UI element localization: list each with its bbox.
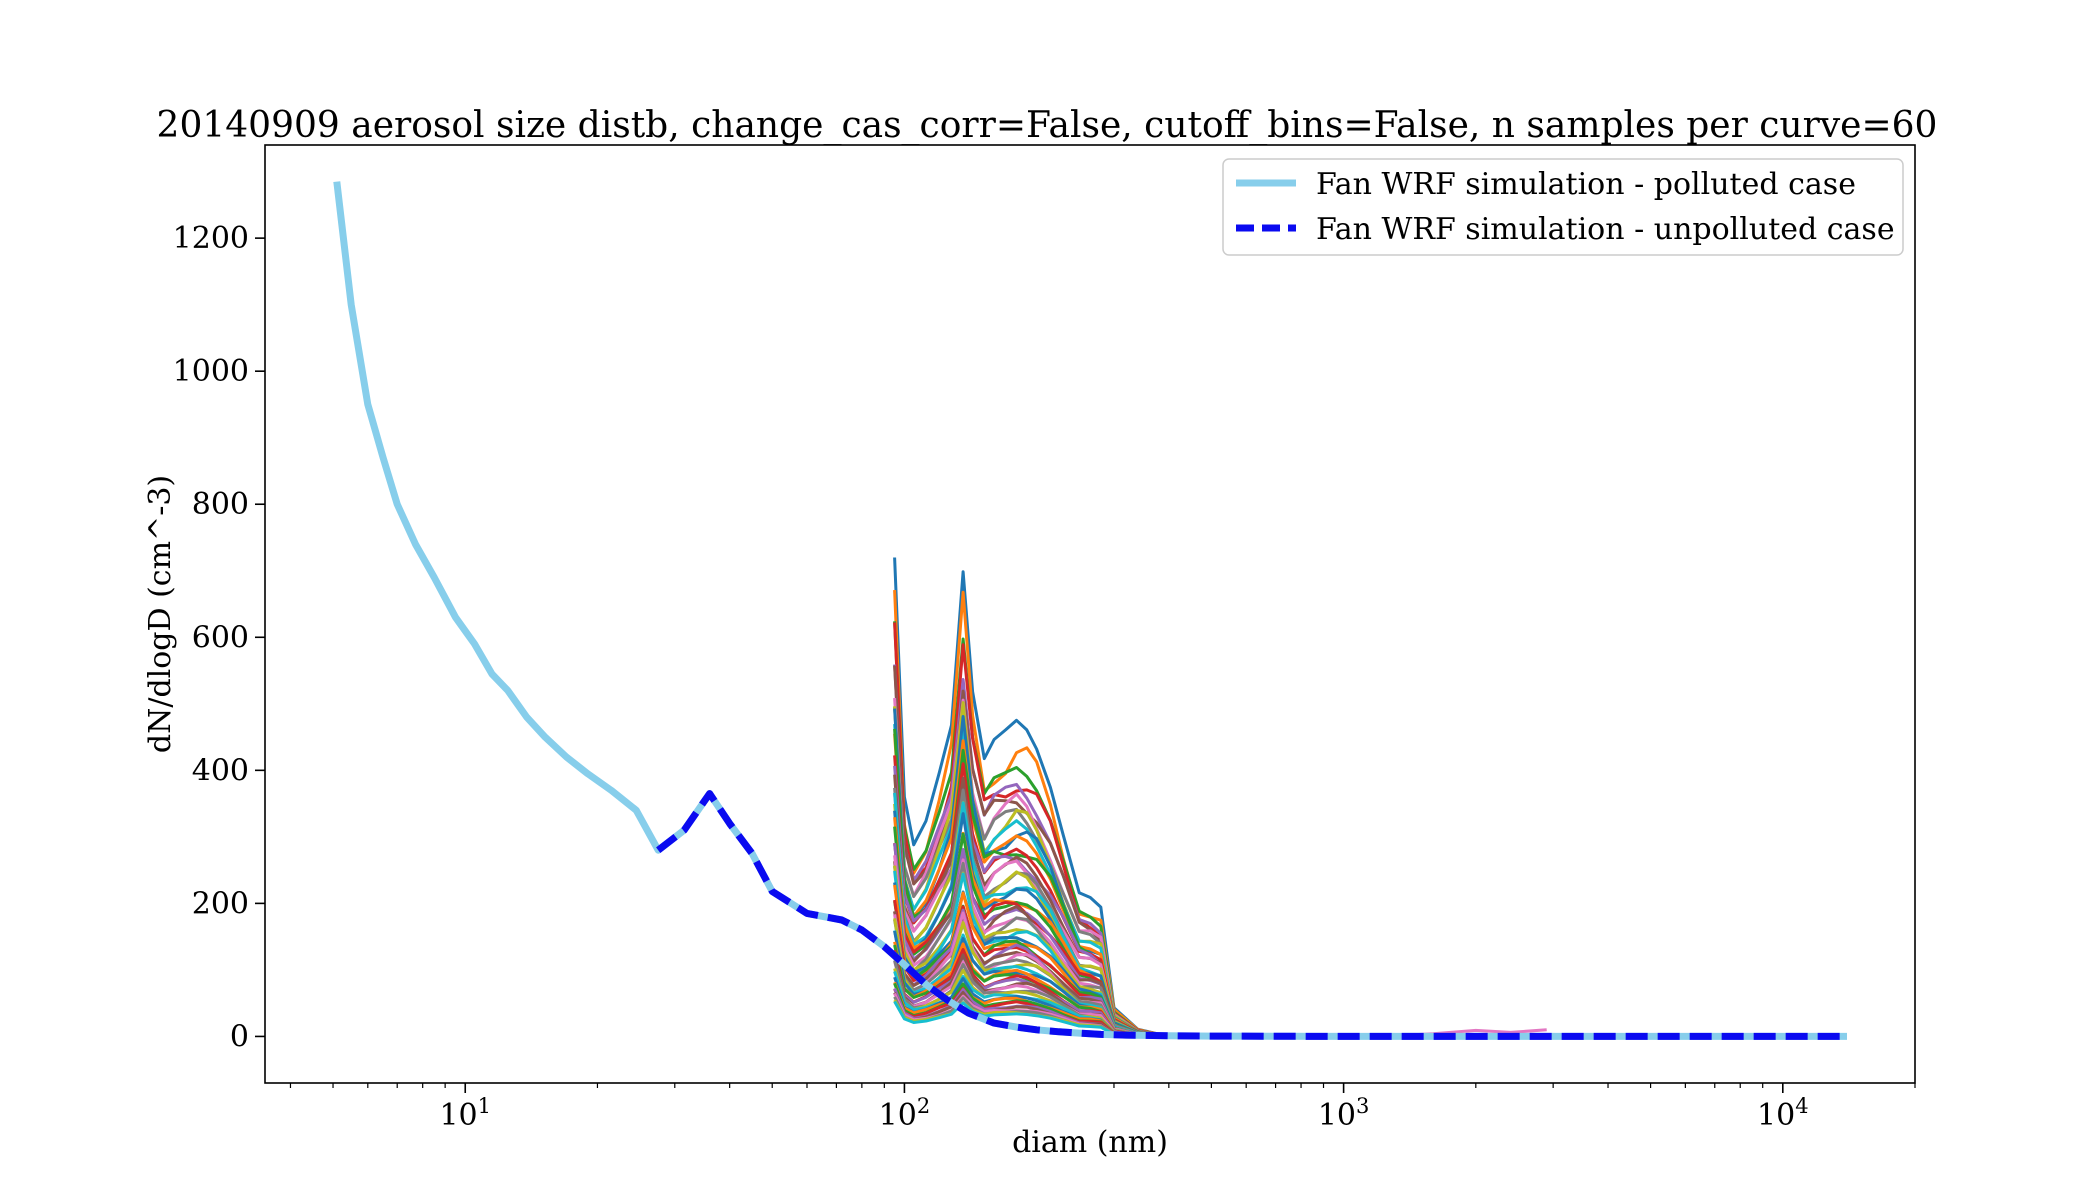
- x-axis: 101 102 103 104: [289, 1083, 1916, 1133]
- chart-title: 20140909 aerosol size distb, change_cas_…: [157, 105, 1938, 146]
- legend-label-unpolluted: Fan WRF simulation - unpolluted case: [1316, 212, 1895, 247]
- sample-curves: [893, 557, 1547, 1038]
- y-tick-label: 400: [192, 753, 249, 788]
- x-tick-label: 102: [879, 1094, 931, 1133]
- legend-label-polluted: Fan WRF simulation - polluted case: [1316, 167, 1856, 202]
- y-tick-label: 200: [192, 886, 249, 921]
- y-axis: 0 200 400 600 800 1000 1200: [173, 221, 265, 1054]
- series-polluted-line: [333, 181, 1847, 1040]
- x-tick-label: 103: [1318, 1094, 1370, 1133]
- y-tick-label: 600: [192, 620, 249, 655]
- y-tick-label: 0: [230, 1019, 249, 1054]
- legend-box: [1222, 158, 1904, 256]
- y-tick-label: 1200: [173, 221, 249, 256]
- x-tick-label: 101: [439, 1094, 491, 1133]
- sample-curve: [893, 1000, 1192, 1038]
- series-unpolluted-line: [656, 790, 1847, 1040]
- y-tick-label: 1000: [173, 354, 249, 389]
- x-axis-label: diam (nm): [1012, 1125, 1168, 1160]
- y-axis-label: dN/dlogD (cm^-3): [143, 475, 178, 753]
- main-series: [333, 181, 1847, 1040]
- y-tick-label: 800: [192, 487, 249, 522]
- plot-area: [264, 144, 1916, 1084]
- legend: Fan WRF simulation - polluted case Fan W…: [1222, 158, 1904, 256]
- plot-frame: [264, 144, 1916, 1084]
- x-tick-label: 104: [1757, 1094, 1809, 1133]
